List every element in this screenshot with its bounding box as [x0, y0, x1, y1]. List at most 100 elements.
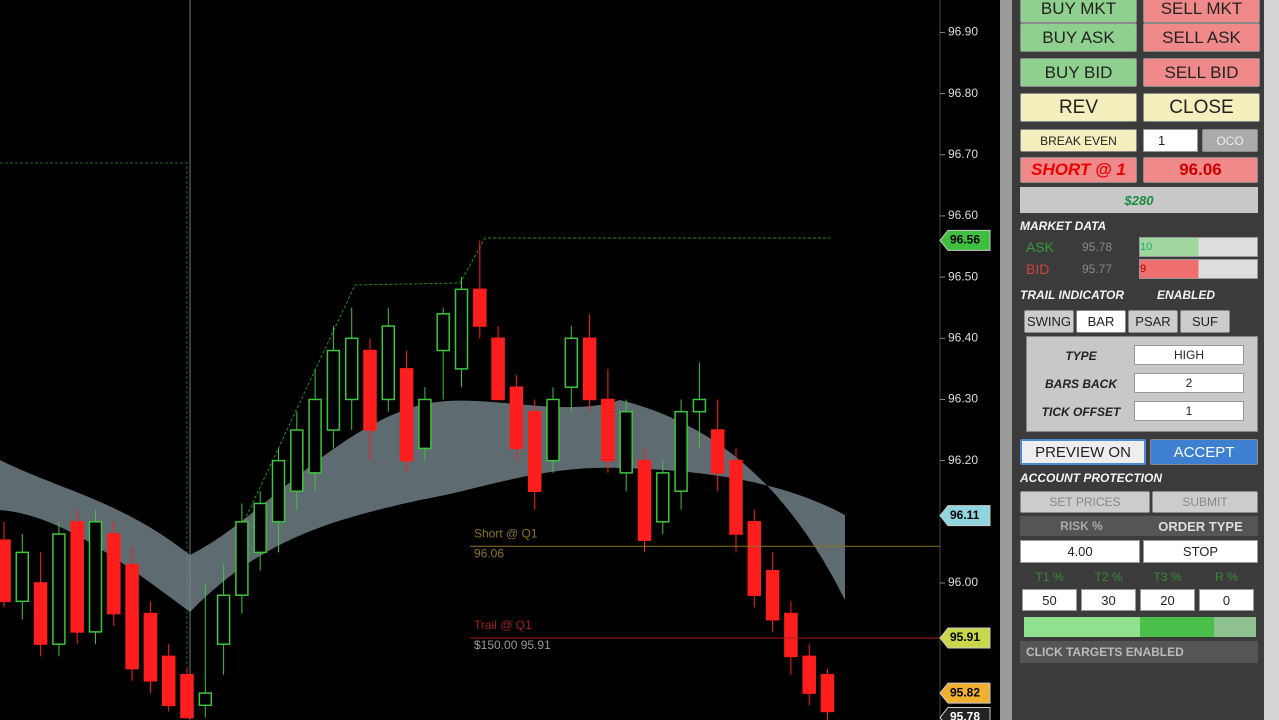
candle-body [820, 673, 835, 713]
price-tag-label: 95.82 [950, 685, 980, 699]
ask-label: ASK [1026, 239, 1055, 255]
y-tick-label: 96.20 [948, 453, 978, 467]
candle-body [363, 349, 377, 431]
order-type-label: ORDER TYPE [1143, 516, 1258, 536]
target-label: R % [1215, 570, 1238, 584]
order-button[interactable]: REV [1020, 93, 1137, 122]
set-prices-button[interactable]: SET PRICES [1020, 491, 1150, 513]
target-input[interactable]: 30 [1081, 589, 1136, 611]
candle-body [601, 398, 615, 462]
price-tag [939, 682, 991, 704]
chart: 96.90 96.80 96.70 96.60 96.50 96.40 96.30 96.20… [0, 0, 991, 720]
order-button[interactable]: SELL ASK [1143, 23, 1260, 52]
candle-body [180, 673, 194, 719]
candle-body [454, 288, 469, 370]
position-price[interactable]: 96.06 [1143, 157, 1258, 183]
candle-body [802, 655, 816, 694]
order-button[interactable]: BUY MKT [1020, 0, 1137, 23]
candle-body [418, 398, 432, 450]
candle-body [399, 368, 414, 462]
y-tick-label: 96.30 [948, 392, 978, 406]
candle-body [491, 337, 505, 401]
candle-body [765, 569, 780, 621]
price-tag-label: 96.56 [950, 233, 980, 247]
candle-body [747, 521, 762, 596]
tab[interactable]: SUF [1180, 310, 1230, 333]
price-tag-label: 96.11 [950, 508, 980, 522]
price-tag [939, 627, 991, 649]
break-even-button[interactable]: BREAK EVEN [1020, 129, 1137, 152]
order-panel: BUY MKT SELL MKT BUY ASK SELL ASK BUY BID SEL… [1012, 0, 1264, 720]
scrollbar [1264, 0, 1279, 720]
bid-size[interactable]: 9 [1139, 259, 1258, 279]
section-title: MARKET DATA [1020, 219, 1107, 233]
field-input[interactable]: HIGH [1134, 345, 1244, 365]
price-tag [939, 505, 991, 527]
candle-body [582, 337, 597, 401]
y-tick-label: 96.70 [948, 147, 978, 161]
field-label: TYPE [1065, 349, 1097, 363]
order-price: 96.06 [474, 546, 504, 560]
tab[interactable]: PSAR [1128, 310, 1178, 333]
price-tag-label: 95.91 [950, 630, 980, 644]
candle-body [271, 459, 286, 523]
order-label: Short @ Q1 [474, 526, 538, 540]
ma-band [0, 400, 845, 612]
target-input[interactable]: 0 [1199, 589, 1254, 611]
risk-input[interactable]: 4.00 [1020, 540, 1140, 563]
candle-body [674, 410, 688, 492]
candle-body [290, 429, 304, 492]
order-button[interactable]: BUY BID [1020, 58, 1137, 87]
candle-body [107, 533, 121, 615]
stop-line [0, 162, 188, 720]
candle-body [381, 325, 396, 401]
candle-body [216, 594, 231, 645]
candle-body [143, 612, 158, 682]
quantity-input[interactable]: 1 [1143, 129, 1198, 152]
field-label: BARS BACK [1045, 377, 1117, 391]
candle-body [0, 539, 11, 603]
candle-body [619, 410, 633, 474]
candle-body [198, 692, 213, 707]
candle-body [161, 655, 176, 707]
candle-body [436, 313, 450, 352]
order-label: Trail @ Q1 [474, 618, 532, 632]
candle-body [656, 472, 670, 523]
position-label[interactable]: SHORT @ 1 [1020, 157, 1137, 183]
splitter [1000, 0, 1012, 720]
order-button[interactable]: BUY ASK [1020, 23, 1137, 52]
tab[interactable]: SWING [1024, 310, 1074, 333]
order-button[interactable]: SELL MKT [1143, 0, 1260, 23]
bid-label: BID [1026, 261, 1050, 277]
candle-body [546, 398, 560, 462]
target-bar [1024, 617, 1256, 637]
accept-button[interactable]: ACCEPT [1150, 439, 1258, 465]
candle-body [88, 521, 103, 633]
target-input[interactable]: 50 [1022, 589, 1077, 611]
candle-body [326, 349, 341, 431]
candle-body [564, 337, 579, 388]
ask-size[interactable]: 10 [1139, 237, 1258, 257]
field-input[interactable]: 2 [1134, 373, 1244, 393]
candle-body [473, 288, 487, 327]
preview-button[interactable]: PREVIEW ON [1020, 439, 1146, 465]
price-tag-label: 95.78 [950, 710, 980, 720]
candle-body [729, 459, 743, 535]
tab[interactable]: BAR [1076, 310, 1126, 333]
section-title: ACCOUNT PROTECTION [1020, 471, 1162, 485]
y-tick-label: 96.90 [948, 25, 978, 39]
field-input[interactable]: 1 [1134, 401, 1244, 421]
order-button[interactable]: SELL BID [1143, 58, 1260, 87]
candle-body [33, 582, 48, 645]
order-type-select[interactable]: STOP [1143, 540, 1258, 563]
target-input[interactable]: 20 [1140, 589, 1195, 611]
order-button[interactable]: CLOSE [1143, 93, 1260, 122]
click-targets: CLICK TARGETS ENABLED [1020, 641, 1258, 663]
candle-body [509, 386, 524, 450]
candle-body [710, 429, 725, 474]
submit-button[interactable]: SUBMIT [1152, 491, 1258, 513]
oco-button[interactable]: OCO [1202, 129, 1258, 152]
price-tag [939, 229, 991, 251]
candle-body [15, 551, 30, 603]
